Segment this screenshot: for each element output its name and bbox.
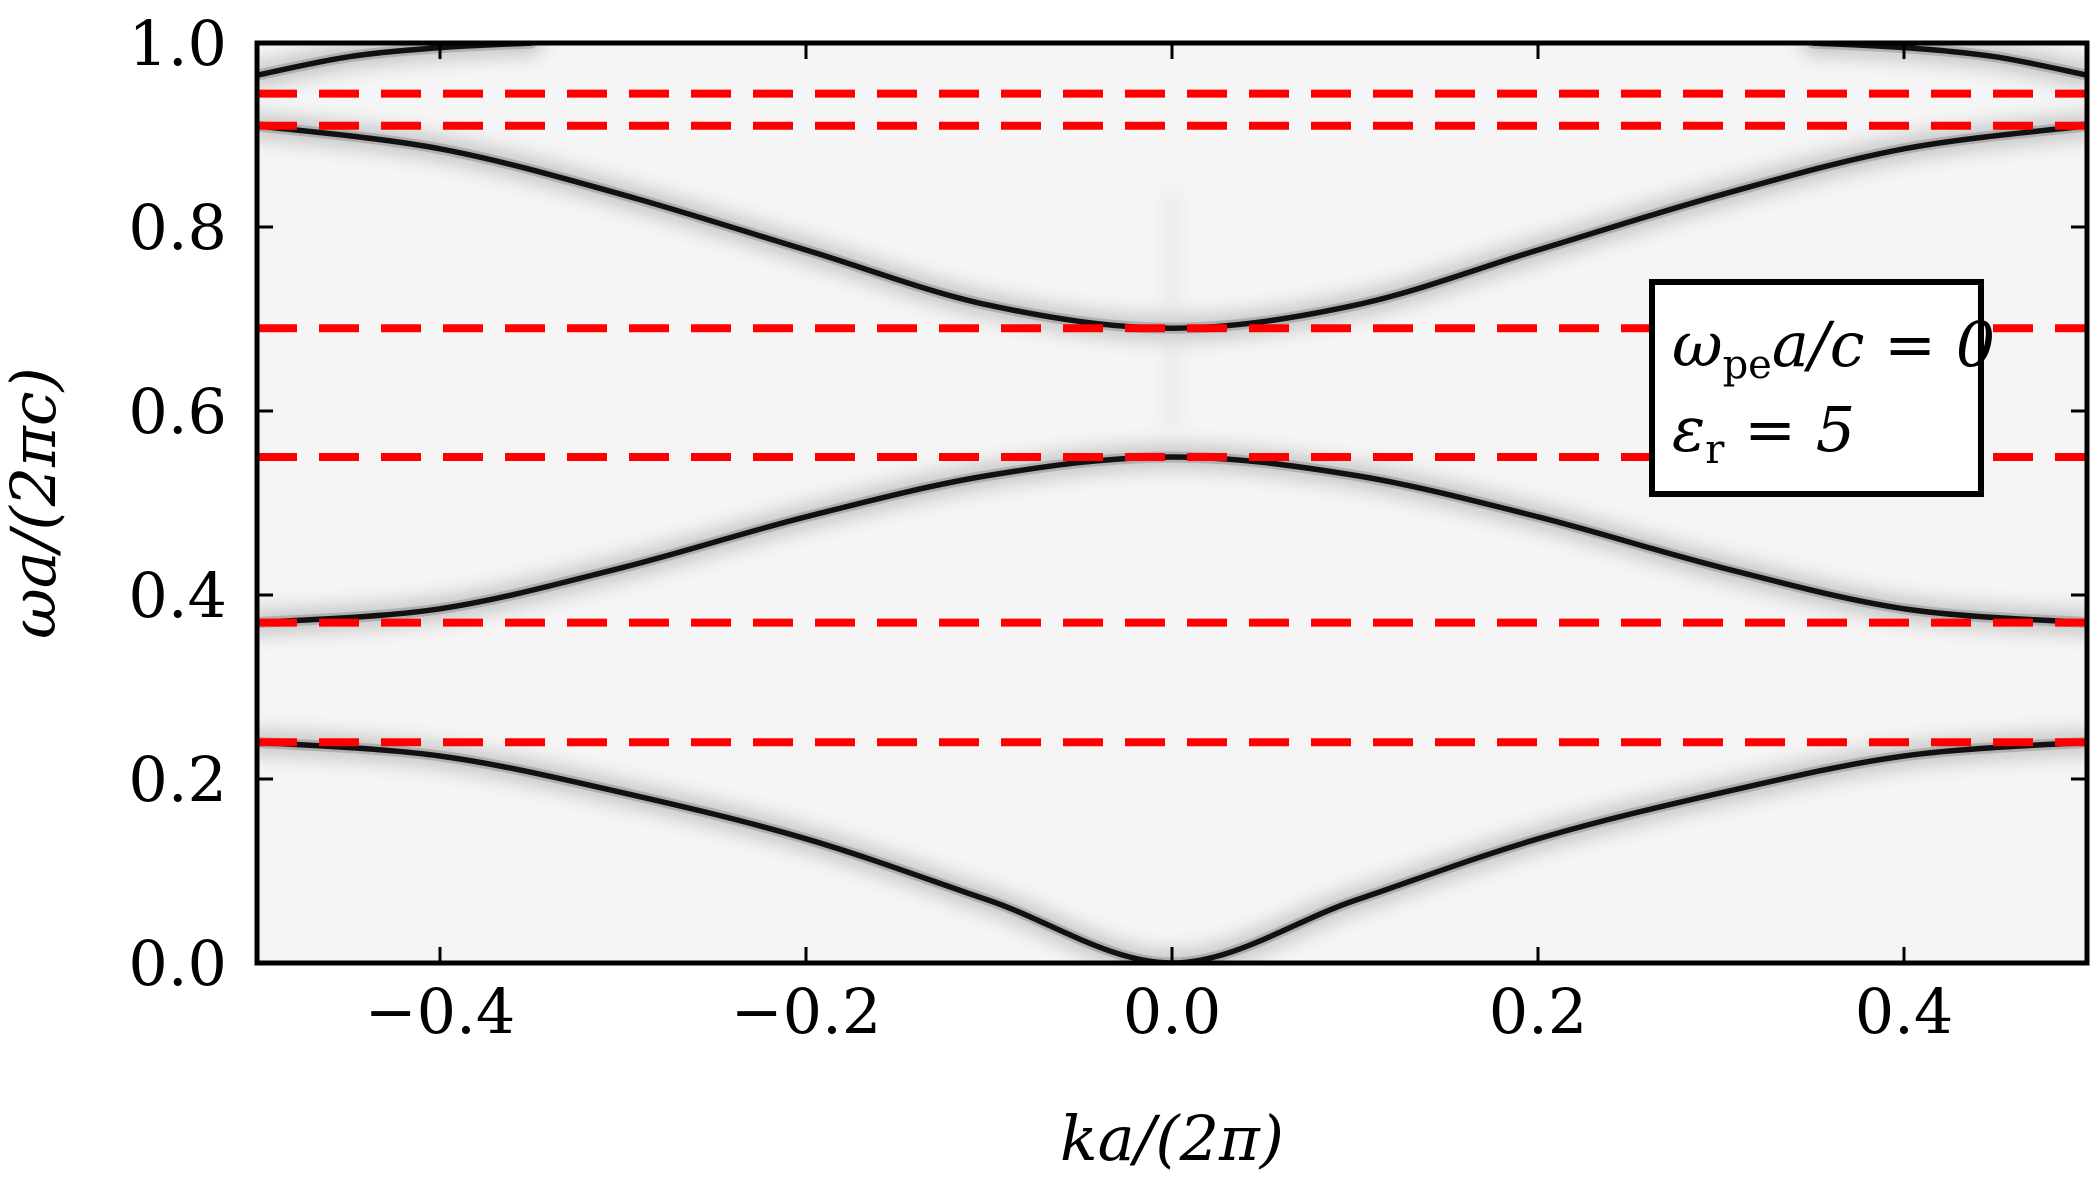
x-tick-label: −0.4	[365, 975, 516, 1048]
band-line-layer	[257, 43, 2087, 963]
legend-epsilon-symbol: ε	[1672, 393, 1705, 466]
x-tick-label: −0.2	[731, 975, 882, 1048]
y-tick-label: 0.6	[128, 375, 227, 448]
y-tick-label: 0.8	[128, 191, 227, 264]
legend-frame	[1649, 279, 1984, 497]
legend-subscript-pe: pe	[1723, 342, 1772, 388]
legend-line-plasma-frequency: ωpea/c = 0	[1672, 308, 1995, 388]
plot-area	[257, 43, 2087, 963]
band-3-curve-2	[257, 123, 2087, 331]
x-axis-label: ka/(2π)	[1060, 1102, 1284, 1175]
y-tick-label: 0.0	[128, 927, 227, 1000]
legend-omega-symbol: ω	[1672, 308, 1723, 381]
legend-permittivity-value: = 5	[1724, 393, 1855, 466]
legend-plasma-value: a/c = 0	[1772, 308, 1995, 381]
tick-labels: −0.4 −0.2 0.0 0.2 0.4 0.0 0.2 0.4 0.6 0.8 1.0	[128, 7, 1953, 1048]
band-2-curve-1	[257, 454, 2087, 626]
x-tick-label: 0.4	[1855, 975, 1954, 1048]
x-tick-label: 0.0	[1123, 975, 1222, 1048]
plot-frame	[254, 40, 2090, 966]
legend-subscript-r: r	[1705, 427, 1725, 473]
y-tick-label: 0.2	[128, 743, 227, 816]
x-tick-label: 0.2	[1489, 975, 1588, 1048]
y-tick-label: 1.0	[128, 7, 227, 80]
legend-line-permittivity: εr = 5	[1672, 393, 1855, 473]
legend-box: ωpea/c = 0 εr = 5	[1649, 279, 1995, 497]
y-tick-label: 0.4	[128, 559, 227, 632]
y-axis-label: ωa/(2πc)	[0, 367, 70, 639]
band-1-curve-0	[257, 739, 2087, 963]
